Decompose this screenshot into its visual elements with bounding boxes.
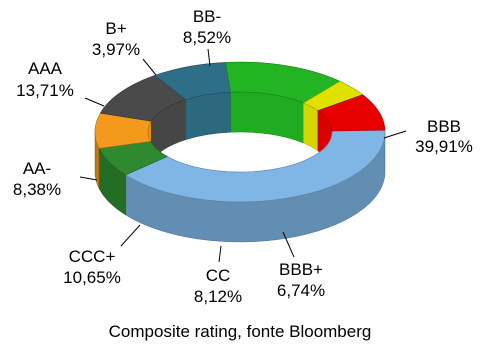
slice-value-bbb: 39,91% — [415, 137, 473, 156]
slice-label-aa-minus: AA- — [23, 159, 51, 178]
leader-line-ccc-plus — [120, 224, 141, 247]
slice-inner-wall-b-plus — [303, 102, 319, 152]
leader-line-bb-minus — [207, 48, 211, 67]
slice-bb — [317, 94, 386, 132]
slice-value-aaa: 13,71% — [16, 81, 74, 100]
slice-value-ccc-plus: 10,65% — [63, 268, 121, 287]
slice-label-b-plus: B+ — [105, 19, 126, 38]
slice-label-group-b-plus: B+ 3,97% — [92, 19, 157, 76]
leader-line-aaa — [84, 97, 105, 107]
slice-value-b-plus: 3,97% — [92, 40, 140, 59]
slice-label-group-bb-minus: BB- 8,52% — [183, 7, 231, 67]
chart-caption: Composite rating, fonte Bloomberg — [108, 322, 372, 341]
slice-inner-wall-aaa — [230, 91, 304, 144]
slice-inner-wall-aa — [185, 91, 231, 140]
slice-value-bbb-plus: 6,74% — [277, 281, 325, 300]
leader-line-bbb-plus — [282, 231, 295, 258]
slice-label-ccc-plus: CCC+ — [69, 247, 116, 266]
slice-label-group-aaa: AAA 13,71% — [16, 59, 105, 107]
leader-line-cc — [218, 245, 222, 263]
chart-slices — [94, 61, 386, 243]
slice-label-group-bbb-plus: BBB+ 6,74% — [277, 231, 325, 300]
slice-label-aaa: AAA — [28, 59, 63, 78]
leader-line-aa-minus — [79, 176, 98, 181]
slice-value-cc: 8,12% — [194, 287, 242, 306]
slice-label-cc: CC — [206, 266, 231, 285]
slice-label-group-cc: CC 8,12% — [194, 245, 242, 306]
leader-line-b-plus — [142, 58, 157, 76]
slice-label-bbb: BBB — [427, 117, 461, 136]
slice-label-group-aa-minus: AA- 8,38% — [13, 159, 98, 199]
slice-value-aa-minus: 8,38% — [13, 180, 61, 199]
slice-value-bb-minus: 8,52% — [183, 28, 231, 47]
slice-label-group-bbb: BBB 39,91% — [383, 117, 473, 156]
slice-label-group-ccc-plus: CCC+ 10,65% — [63, 224, 141, 287]
leader-line-bbb — [383, 130, 407, 139]
slice-bbb — [124, 129, 386, 203]
slice-label-bb-minus: BB- — [193, 7, 221, 26]
slice-label-bbb-plus: BBB+ — [279, 260, 323, 279]
